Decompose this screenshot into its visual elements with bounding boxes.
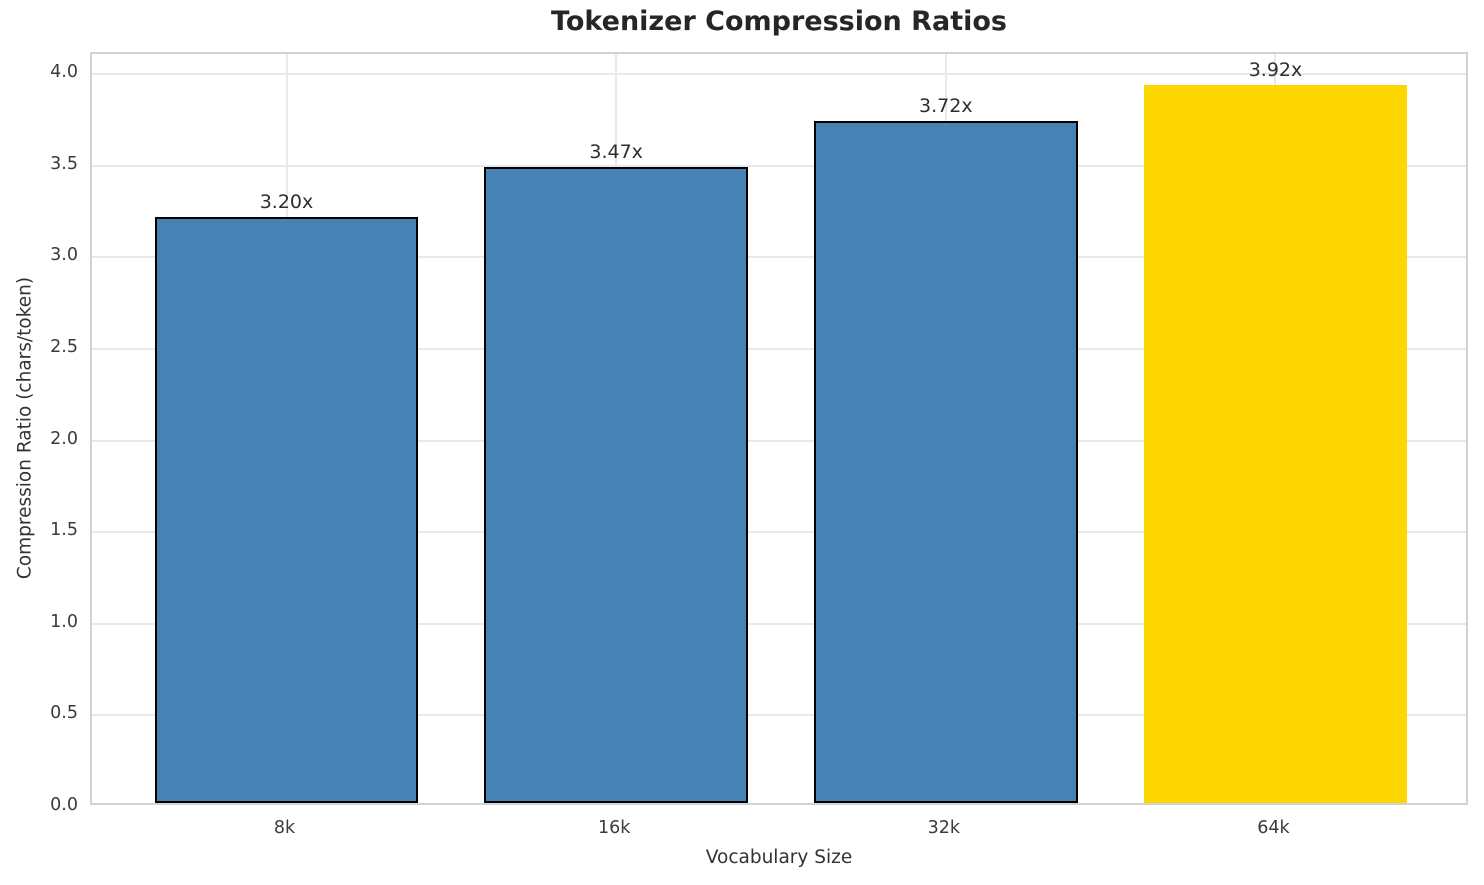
gridline-horizontal bbox=[92, 164, 1466, 167]
y-tick-label: 2.5 bbox=[50, 336, 78, 357]
bar bbox=[484, 167, 749, 803]
bar-value-label: 3.20x bbox=[259, 190, 314, 213]
chart-title: Tokenizer Compression Ratios bbox=[551, 6, 1007, 37]
gridline-horizontal bbox=[92, 714, 1466, 717]
plot-area: 3.20x 3.47x 3.72x 3.92x bbox=[90, 52, 1468, 805]
bar-value-label: 3.92x bbox=[1248, 58, 1303, 81]
y-tick-label: 3.5 bbox=[50, 153, 78, 174]
y-tick-label: 2.0 bbox=[50, 428, 78, 449]
x-tick-label: 16k bbox=[597, 818, 631, 838]
y-tick-label: 1.5 bbox=[50, 520, 78, 541]
x-axis-label: Vocabulary Size bbox=[705, 847, 853, 868]
y-tick-label: 4.0 bbox=[50, 62, 78, 83]
x-tick-label: 64k bbox=[1257, 818, 1290, 838]
bar bbox=[1143, 84, 1408, 803]
x-tick-label: 8k bbox=[273, 818, 296, 838]
y-tick-label: 0.5 bbox=[50, 703, 78, 724]
bar-value-label: 3.47x bbox=[589, 141, 643, 164]
y-tick-label: 0.0 bbox=[50, 795, 78, 815]
bar bbox=[813, 121, 1078, 803]
bar bbox=[154, 216, 419, 803]
bar-value-label: 3.72x bbox=[919, 95, 973, 118]
gridline-horizontal bbox=[92, 622, 1466, 625]
gridline-horizontal bbox=[92, 256, 1466, 259]
y-tick-label: 1.0 bbox=[50, 611, 78, 632]
y-tick-label: 3.0 bbox=[50, 245, 78, 266]
gridline-horizontal bbox=[92, 73, 1466, 76]
gridline-horizontal bbox=[92, 531, 1466, 534]
x-tick-label: 32k bbox=[927, 818, 961, 838]
gridline-horizontal bbox=[92, 439, 1466, 442]
gridline-horizontal bbox=[92, 347, 1466, 350]
